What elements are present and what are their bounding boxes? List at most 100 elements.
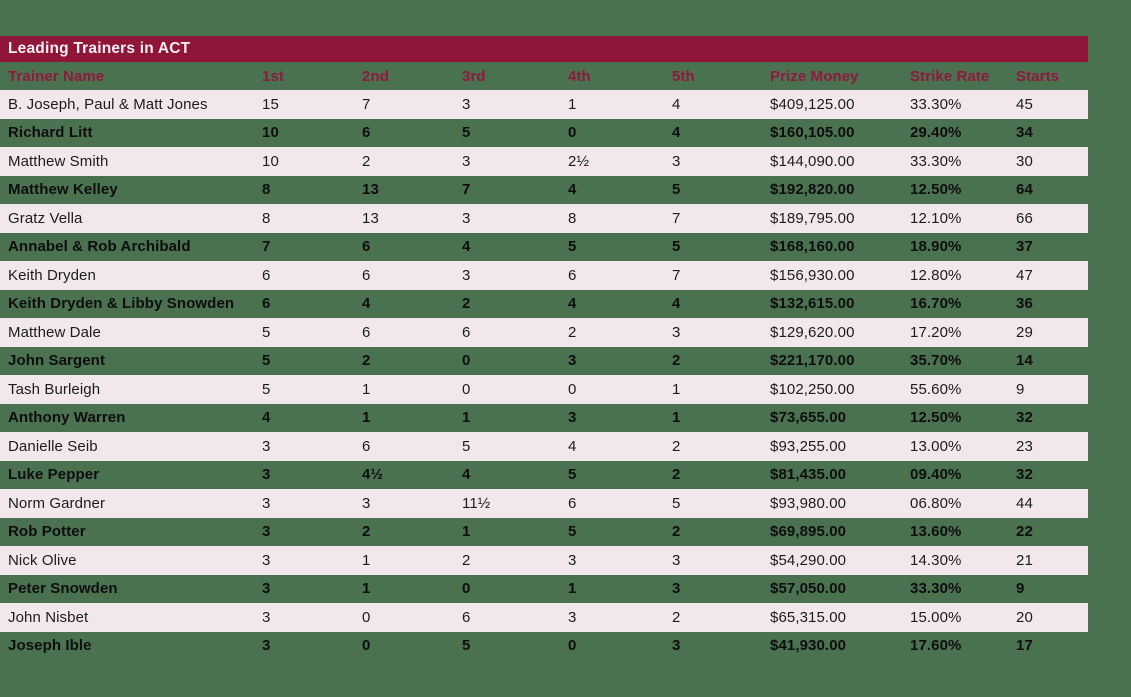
cell-5th: 5	[672, 494, 681, 512]
cell-prize-money: $54,290.00	[770, 551, 847, 569]
cell-1st: 4	[262, 409, 271, 427]
cell-5th: 1	[672, 409, 681, 427]
cell-prize-money: $81,435.00	[770, 466, 847, 484]
cell-starts: 44	[1016, 494, 1033, 512]
cell-5th: 4	[672, 95, 681, 113]
cell-4th: 3	[568, 352, 577, 370]
trainer-name-cell: Gratz Vella	[8, 209, 83, 227]
cell-strike-rate: 33.30%	[910, 95, 962, 113]
column-header-strike-rate: Strike Rate	[910, 67, 990, 85]
cell-strike-rate: 33.30%	[910, 580, 962, 598]
trainer-name-cell: Rob Potter	[8, 523, 86, 541]
cell-prize-money: $41,930.00	[770, 637, 847, 655]
cell-2nd: 6	[362, 266, 371, 284]
table-row: Joseph Ible 3 0 5 0 3 $41,930.00 17.60% 17	[0, 632, 1088, 661]
cell-4th: 2	[568, 323, 577, 341]
column-header-trainer-name: Trainer Name	[8, 67, 105, 85]
table-row: Danielle Seib 3 6 5 4 2 $93,255.00 13.00% 23	[0, 432, 1088, 461]
cell-3rd: 5	[462, 124, 471, 142]
cell-2nd: 6	[362, 238, 371, 256]
cell-strike-rate: 12.50%	[910, 181, 962, 199]
cell-1st: 5	[262, 380, 271, 398]
cell-4th: 0	[568, 380, 577, 398]
trainer-name-cell: Matthew Kelley	[8, 181, 118, 199]
cell-prize-money: $168,160.00	[770, 238, 855, 256]
table-row: Matthew Smith 10 2 3 2½ 3 $144,090.00 33.30% 30	[0, 147, 1088, 176]
cell-3rd: 2	[462, 295, 471, 313]
cell-1st: 3	[262, 551, 271, 569]
cell-strike-rate: 12.10%	[910, 209, 962, 227]
cell-strike-rate: 16.70%	[910, 295, 962, 313]
cell-3rd: 3	[462, 152, 471, 170]
cell-5th: 2	[672, 437, 681, 455]
cell-4th: 6	[568, 494, 577, 512]
cell-strike-rate: 17.60%	[910, 637, 962, 655]
cell-starts: 34	[1016, 124, 1033, 142]
table-row: Richard Litt 10 6 5 0 4 $160,105.00 29.40% 34	[0, 119, 1088, 148]
cell-4th: 5	[568, 466, 577, 484]
cell-5th: 2	[672, 608, 681, 626]
cell-strike-rate: 29.40%	[910, 124, 962, 142]
cell-5th: 3	[672, 580, 681, 598]
column-header-prize-money: Prize Money	[770, 67, 859, 85]
cell-5th: 7	[672, 209, 681, 227]
cell-2nd: 2	[362, 352, 371, 370]
trainer-name-cell: Tash Burleigh	[8, 380, 101, 398]
cell-prize-money: $156,930.00	[770, 266, 855, 284]
cell-prize-money: $102,250.00	[770, 380, 855, 398]
cell-1st: 7	[262, 238, 271, 256]
cell-5th: 2	[672, 523, 681, 541]
table-row: Annabel & Rob Archibald 7 6 4 5 5 $168,160.00 1…	[0, 233, 1088, 262]
cell-3rd: 0	[462, 352, 471, 370]
cell-4th: 0	[568, 637, 577, 655]
cell-starts: 36	[1016, 295, 1033, 313]
cell-5th: 5	[672, 238, 681, 256]
cell-4th: 4	[568, 437, 577, 455]
cell-3rd: 1	[462, 409, 471, 427]
cell-starts: 17	[1016, 637, 1033, 655]
cell-1st: 8	[262, 209, 271, 227]
cell-prize-money: $73,655.00	[770, 409, 847, 427]
cell-4th: 4	[568, 181, 577, 199]
cell-strike-rate: 55.60%	[910, 380, 962, 398]
cell-2nd: 4	[362, 295, 371, 313]
cell-4th: 5	[568, 238, 577, 256]
cell-1st: 5	[262, 352, 271, 370]
cell-strike-rate: 14.30%	[910, 551, 962, 569]
trainer-name-cell: Joseph Ible	[8, 637, 92, 655]
cell-prize-money: $221,170.00	[770, 352, 855, 370]
cell-prize-money: $409,125.00	[770, 95, 855, 113]
cell-5th: 3	[672, 551, 681, 569]
table-title-bar: Leading Trainers in ACT	[0, 36, 1088, 62]
cell-2nd: 2	[362, 523, 371, 541]
cell-starts: 23	[1016, 437, 1033, 455]
trainer-name-cell: Peter Snowden	[8, 580, 118, 598]
cell-starts: 32	[1016, 409, 1033, 427]
cell-prize-money: $132,615.00	[770, 295, 855, 313]
trainer-name-cell: John Nisbet	[8, 608, 89, 626]
cell-2nd: 6	[362, 124, 371, 142]
cell-2nd: 1	[362, 580, 371, 598]
cell-2nd: 6	[362, 437, 371, 455]
trainer-name-cell: Anthony Warren	[8, 409, 126, 427]
cell-2nd: 1	[362, 409, 371, 427]
table-row: B. Joseph, Paul & Matt Jones 15 7 3 1 4 $409,1…	[0, 90, 1088, 119]
cell-5th: 4	[672, 295, 681, 313]
trainer-name-cell: Luke Pepper	[8, 466, 100, 484]
cell-2nd: 13	[362, 181, 379, 199]
cell-prize-money: $144,090.00	[770, 152, 855, 170]
cell-4th: 0	[568, 124, 577, 142]
trainer-name-cell: Norm Gardner	[8, 494, 106, 512]
cell-starts: 66	[1016, 209, 1033, 227]
cell-starts: 47	[1016, 266, 1033, 284]
table-row: Keith Dryden & Libby Snowden 6 4 2 4 4 $132,61…	[0, 290, 1088, 319]
cell-starts: 21	[1016, 551, 1033, 569]
cell-starts: 14	[1016, 352, 1033, 370]
cell-3rd: 4	[462, 238, 471, 256]
cell-strike-rate: 15.00%	[910, 608, 962, 626]
column-header-1st: 1st	[262, 67, 284, 85]
table-title: Leading Trainers in ACT	[8, 40, 191, 57]
cell-1st: 3	[262, 637, 271, 655]
cell-5th: 4	[672, 124, 681, 142]
cell-2nd: 0	[362, 637, 371, 655]
